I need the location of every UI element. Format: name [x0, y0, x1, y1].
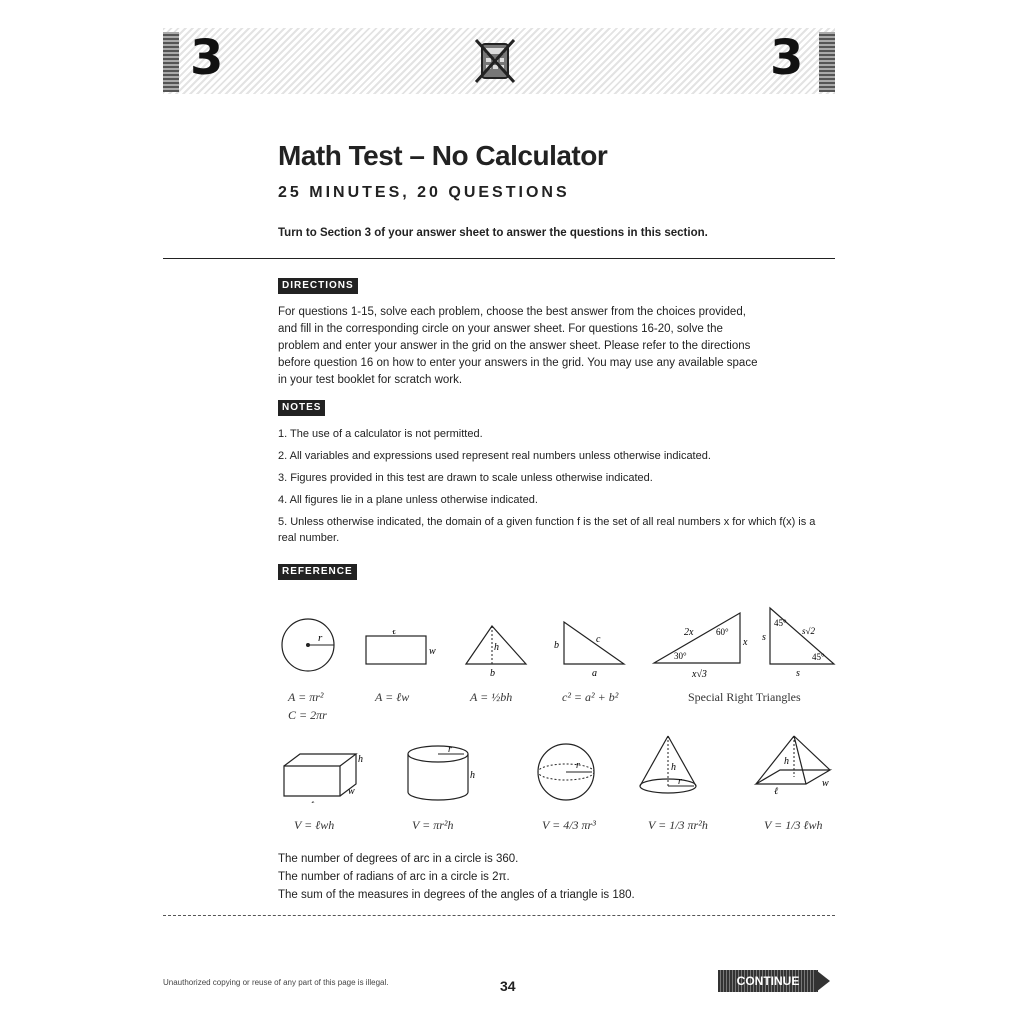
note-item: 4. All figures lie in a plane unless oth… [278, 494, 538, 506]
svg-text:ℓ: ℓ [392, 630, 396, 637]
svg-text:60°: 60° [716, 627, 729, 637]
svg-text:c: c [596, 634, 601, 645]
section-number-right: 3 [770, 30, 804, 86]
notes-label: NOTES [278, 400, 326, 416]
svg-text:w: w [429, 646, 436, 657]
rectangle-area-formula: A = ℓw [375, 690, 410, 704]
notes-list: 1. The use of a calculator is not permit… [278, 426, 818, 552]
circle-figure: r [281, 618, 335, 672]
fact-radians: The number of radians of arc in a circle… [278, 871, 510, 883]
right-triangle-figure: b c a [554, 620, 626, 679]
directions-label: DIRECTIONS [278, 278, 358, 294]
continue-arrow-icon [816, 970, 830, 992]
svg-text:45°: 45° [812, 652, 825, 662]
svg-text:w: w [822, 778, 829, 789]
cone-figure: h r [639, 735, 697, 794]
note-item: 5. Unless otherwise indicated, the domai… [278, 516, 816, 544]
cylinder-figure: r h [407, 744, 475, 801]
page-title: Math Test – No Calculator [278, 140, 608, 171]
pythagorean-formula: c² = a² + b² [562, 690, 619, 704]
svg-text:s√2: s√2 [802, 626, 815, 636]
special-right-triangles-label: Special Right Triangles [688, 690, 801, 704]
directions-text: For questions 1-15, solve each problem, … [278, 306, 758, 386]
continue-badge: CONTINUE [718, 970, 818, 992]
circumference-formula: C = 2πr [288, 708, 327, 722]
note-item: 1. The use of a calculator is not permit… [278, 428, 483, 440]
svg-text:45°: 45° [774, 618, 787, 628]
note-item: 2. All variables and expressions used re… [278, 450, 711, 462]
sphere-figure: r [537, 743, 595, 801]
fact-triangle-sum: The sum of the measures in degrees of th… [278, 889, 635, 901]
30-60-90-triangle-figure: 2x 60° 30° x x√3 [651, 611, 748, 680]
svg-text:a: a [592, 668, 597, 679]
cylinder-volume-formula: V = πr²h [412, 818, 454, 832]
svg-text:r: r [678, 776, 682, 787]
svg-text:s: s [796, 668, 800, 679]
header-right-edge [819, 32, 835, 92]
pyramid-figure: h w ℓ [753, 735, 833, 797]
svg-text:b: b [554, 640, 559, 651]
svg-text:s: s [762, 632, 766, 643]
section-number-left: 3 [190, 30, 224, 86]
svg-text:ℓ: ℓ [774, 786, 778, 797]
no-calculator-icon [474, 38, 516, 84]
sphere-volume-formula: V = 4/3 πr³ [542, 818, 596, 832]
divider [163, 258, 835, 259]
rectangle-figure: ℓ w [365, 630, 436, 665]
svg-text:ℓ: ℓ [310, 800, 314, 803]
circle-area-formula: A = πr² [288, 690, 324, 704]
svg-text:x√3: x√3 [691, 669, 707, 680]
prism-volume-formula: V = ℓwh [294, 818, 335, 832]
note-item: 3. Figures provided in this test are dra… [278, 472, 653, 484]
page-subtitle: 25 MINUTES, 20 QUESTIONS [278, 184, 570, 201]
svg-text:h: h [470, 770, 475, 781]
fact-degrees: The number of degrees of arc in a circle… [278, 853, 519, 865]
page-number: 34 [500, 978, 516, 994]
rectangular-prism-figure: h w ℓ [283, 753, 363, 803]
svg-text:r: r [448, 744, 452, 755]
svg-text:b: b [490, 668, 495, 679]
svg-text:h: h [671, 762, 676, 773]
svg-text:h: h [494, 642, 499, 653]
reference-facts: The number of degrees of arc in a circle… [278, 850, 635, 904]
svg-text:h: h [358, 754, 363, 765]
footer-divider [163, 915, 835, 916]
triangle-figure: h b [464, 625, 528, 679]
copyright-notice: Unauthorized copying or reuse of any par… [163, 978, 389, 987]
cone-volume-formula: V = 1/3 πr²h [648, 818, 708, 832]
svg-text:x: x [742, 637, 748, 648]
svg-text:r: r [318, 632, 323, 644]
svg-text:30°: 30° [674, 651, 687, 661]
pyramid-volume-formula: V = 1/3 ℓwh [764, 818, 823, 832]
reference-label: REFERENCE [278, 564, 357, 580]
triangle-area-formula: A = ½bh [470, 690, 513, 704]
svg-text:w: w [348, 786, 355, 797]
svg-text:2x: 2x [684, 627, 694, 638]
45-45-90-triangle-figure: s 45° s√2 45° s [762, 606, 836, 679]
svg-text:r: r [576, 760, 580, 771]
section-instruction: Turn to Section 3 of your answer sheet t… [278, 227, 708, 239]
header-left-edge [163, 32, 179, 92]
svg-text:h: h [784, 756, 789, 767]
